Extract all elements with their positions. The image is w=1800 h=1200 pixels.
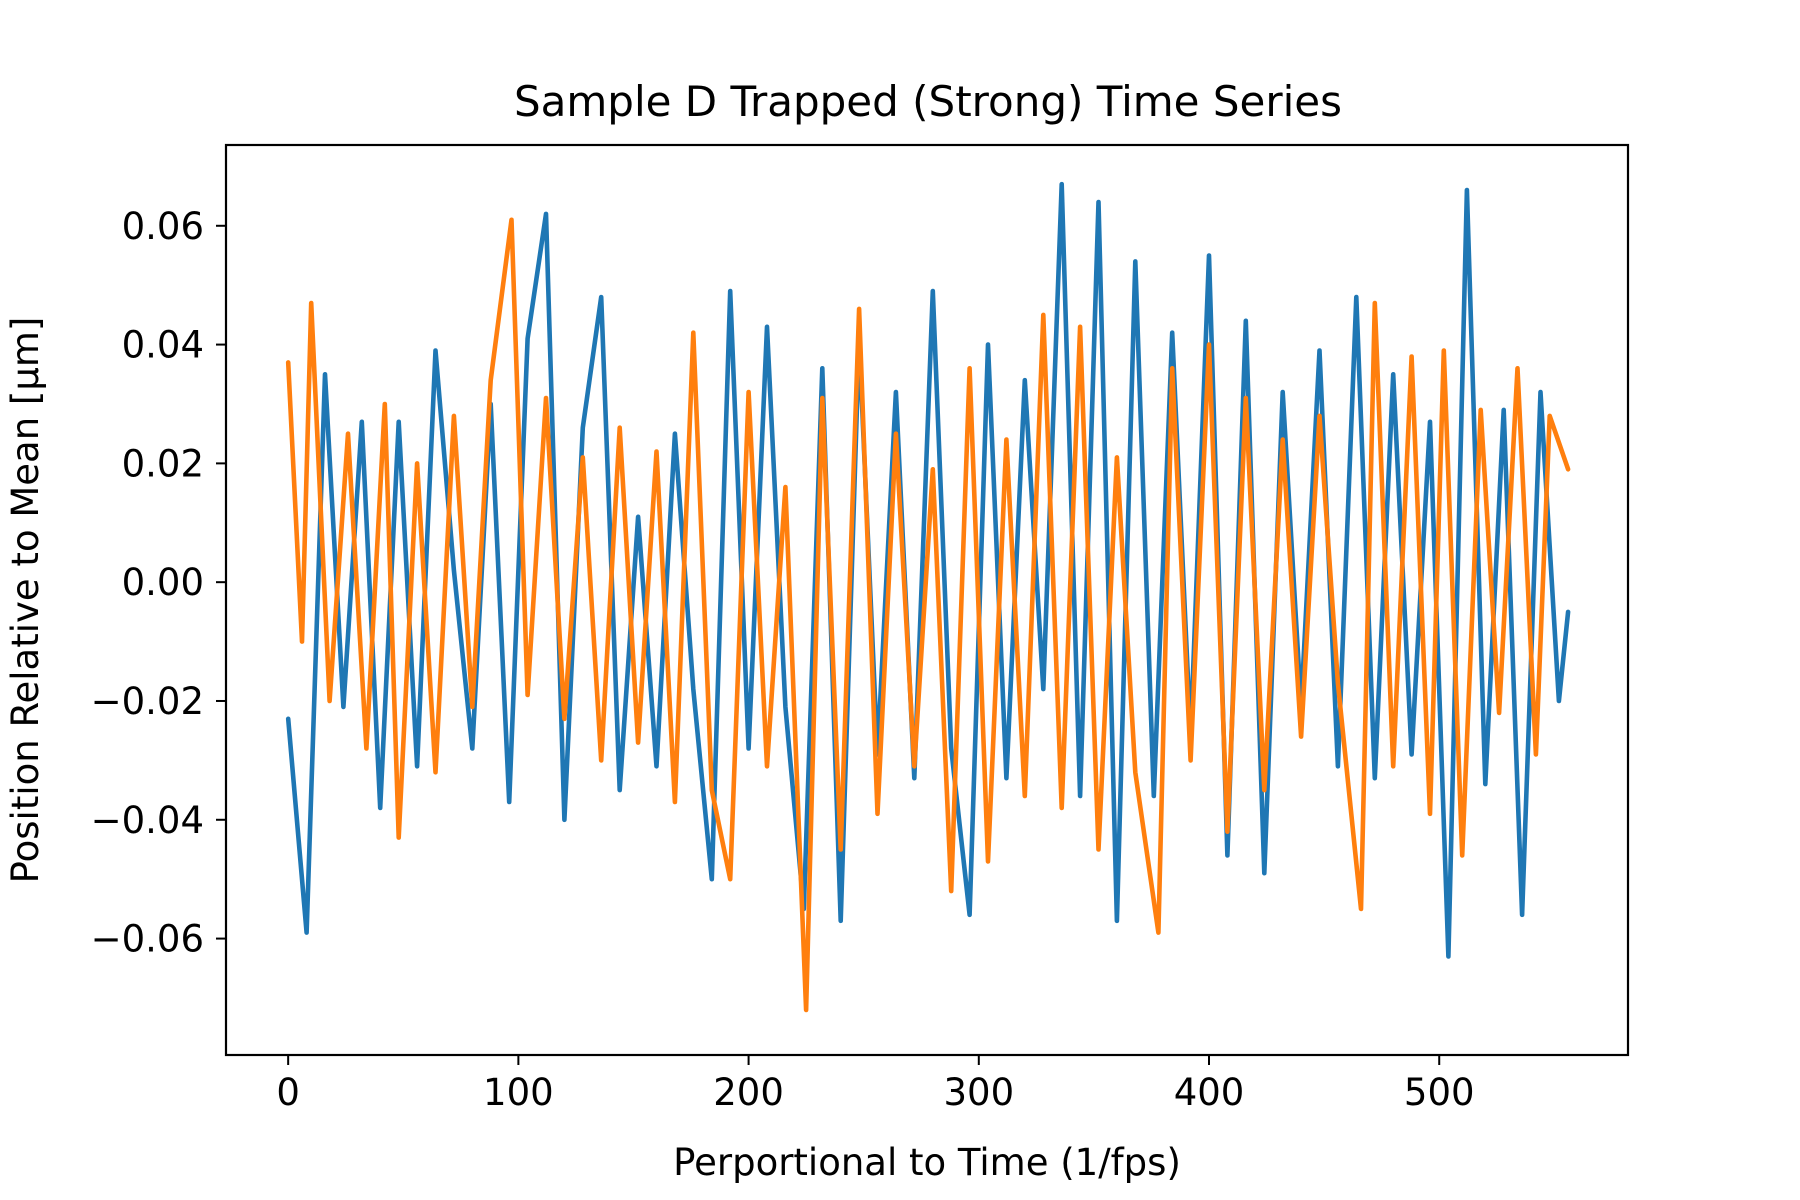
x-tick-label: 0 <box>276 1071 300 1114</box>
x-axis: 0 100 200 300 400 500 <box>276 1055 1475 1114</box>
y-tick-label: −0.04 <box>91 799 204 842</box>
series-layer <box>285 181 1571 1013</box>
x-axis-label: Perportional to Time (1/fps) <box>673 1141 1181 1184</box>
x-tick-label: 200 <box>713 1071 784 1114</box>
series-line-1 <box>285 181 1571 959</box>
y-tick-label: 0.06 <box>122 205 204 248</box>
y-tick-label: −0.06 <box>91 918 204 961</box>
plot-frame <box>224 143 1630 1057</box>
y-tick-label: 0.00 <box>122 561 204 604</box>
y-axis: −0.06 −0.04 −0.02 0.00 0.02 0.04 0.06 <box>91 205 226 961</box>
x-tick-label: 300 <box>943 1071 1014 1114</box>
chart-title: Sample D Trapped (Strong) Time Series <box>514 77 1342 126</box>
x-tick-label: 500 <box>1404 1071 1475 1114</box>
y-axis-label: Position Relative to Mean [μm] <box>4 317 47 884</box>
series-line-2 <box>285 217 1571 1013</box>
y-tick-label: 0.04 <box>122 324 204 367</box>
x-tick-label: 100 <box>483 1071 554 1114</box>
y-tick-label: −0.02 <box>91 680 204 723</box>
x-tick-label: 400 <box>1174 1071 1245 1114</box>
y-tick-label: 0.02 <box>122 442 204 485</box>
